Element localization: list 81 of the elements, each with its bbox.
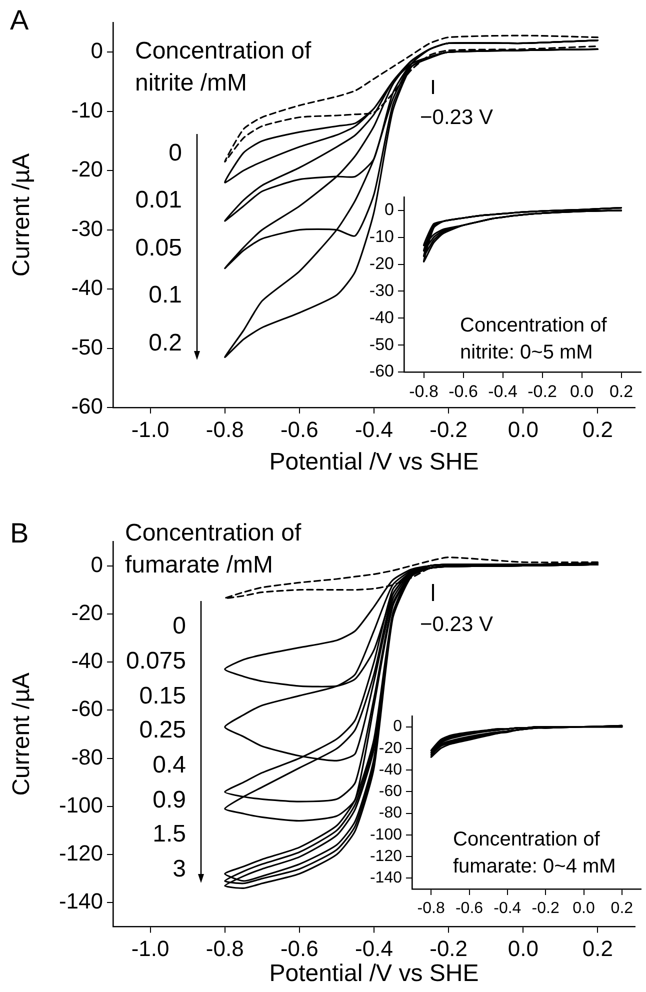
x-tick-label: 0.0 [508, 416, 538, 442]
chart-title: A [10, 4, 29, 36]
x-tick-label: -0.6 [455, 900, 484, 918]
y-tick-label: -140 [58, 888, 103, 914]
y-tick-label: -140 [370, 870, 402, 887]
x-tick-label: -0.2 [532, 900, 560, 918]
y-tick-label: -30 [71, 216, 103, 241]
x-tick-label: 0.2 [582, 936, 614, 961]
y-tick-label: 0 [90, 552, 103, 577]
annotation: 0 [172, 612, 186, 640]
annotation: 0.05 [135, 234, 182, 262]
annotation: 3 [172, 856, 186, 883]
x-tick-label: -0.8 [206, 936, 244, 961]
annotation: Concentration of nitrite: 0~5 mM [460, 314, 608, 364]
chart-title: B [10, 518, 29, 549]
y-tick-label: -80 [378, 804, 402, 822]
y-tick-label: 0 [393, 718, 402, 736]
x-tick-label: -1.0 [131, 936, 170, 961]
x-tick-label: -0.8 [409, 382, 438, 401]
x-tick-label: -0.8 [206, 416, 244, 442]
x-tick-label: 0.0 [508, 936, 538, 961]
y-tick-label: -20 [369, 254, 394, 273]
annotation: 0.9 [152, 786, 186, 814]
x-tick-label: -0.8 [417, 900, 445, 918]
x-tick-label: 0.2 [582, 416, 614, 442]
x-tick-label: -0.2 [430, 416, 468, 442]
y-tick-label: -60 [71, 394, 103, 419]
annotation: 0.15 [139, 682, 186, 710]
x-tick-label: -0.6 [280, 936, 318, 961]
y-tick-label: -120 [58, 840, 103, 866]
annotation: 0.4 [152, 752, 186, 779]
x-tick-label: 0.0 [572, 900, 595, 918]
annotation: 0.075 [126, 648, 186, 675]
annotation: −0.23 V [420, 612, 493, 636]
y-tick-label: -20 [71, 156, 103, 182]
annotation: Concentration of fumarate /mM [125, 520, 302, 579]
y-tick-label: -20 [378, 740, 402, 757]
y-tick-label: -10 [369, 227, 394, 246]
y-tick-label: -60 [369, 362, 394, 381]
y-axis-title: Current /µA [8, 153, 36, 277]
x-tick-label: 0.2 [610, 900, 634, 918]
y-tick-label: -30 [369, 280, 394, 300]
x-tick-label: 0.0 [570, 382, 594, 401]
x-tick-label: -0.4 [355, 416, 393, 442]
x-tick-label: -0.6 [448, 382, 478, 401]
x-tick-label: -1.0 [131, 416, 170, 442]
y-tick-label: -50 [369, 334, 394, 354]
x-tick-label: -0.4 [494, 900, 522, 918]
annotation: −0.23 V [420, 106, 493, 129]
x-tick-label: -0.2 [528, 382, 557, 401]
y-tick-label: -100 [58, 792, 103, 818]
annotation: 0.01 [135, 186, 182, 214]
annotation: Concentration of nitrite /mM [135, 38, 312, 97]
y-tick-label: 0 [384, 200, 394, 220]
x-tick-label: -0.4 [355, 936, 393, 961]
y-tick-label: -120 [370, 848, 402, 865]
annotation: Concentration of fumarate: 0~4 mM [453, 828, 616, 878]
annotation: 1.5 [152, 820, 186, 848]
annotation: 0.25 [139, 716, 186, 744]
y-tick-label: -100 [370, 826, 402, 844]
y-tick-label: -40 [369, 308, 394, 327]
y-tick-label: -20 [71, 600, 103, 625]
y-tick-label: 0 [90, 38, 103, 64]
y-tick-label: -10 [71, 97, 103, 122]
annotation: 0.1 [148, 282, 182, 309]
x-tick-label: -0.4 [488, 382, 518, 401]
y-tick-label: -60 [378, 783, 402, 800]
x-axis-title: Potential /V vs SHE [269, 960, 479, 987]
y-axis-title: Current /µA [8, 672, 36, 796]
annotation: 0 [168, 140, 182, 167]
x-tick-label: 0.2 [609, 382, 634, 401]
y-tick-label: -60 [71, 696, 103, 722]
y-tick-label: -50 [71, 334, 103, 360]
y-tick-label: -40 [71, 648, 103, 674]
x-tick-label: -0.2 [430, 936, 468, 961]
y-tick-label: -40 [378, 761, 402, 778]
x-axis-title: Potential /V vs SHE [269, 448, 479, 476]
annotation: 0.2 [148, 330, 182, 357]
y-tick-label: -40 [71, 275, 103, 300]
x-tick-label: -0.6 [280, 416, 318, 442]
y-tick-label: -80 [71, 744, 103, 770]
